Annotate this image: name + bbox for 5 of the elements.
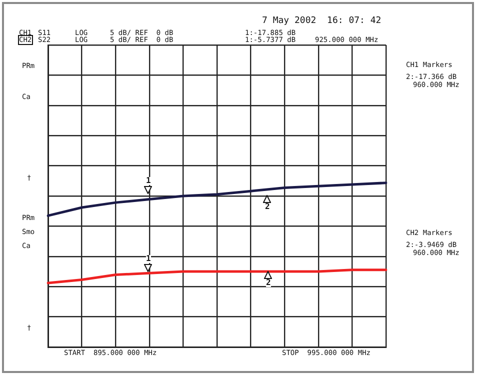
annotation: 2: [265, 202, 270, 211]
annotation: 1: [146, 176, 151, 185]
annotation: 1: [146, 254, 151, 263]
chart-title: 7 May 2002 16: 07: 42: [262, 16, 382, 26]
annotation: 2: [266, 278, 271, 287]
